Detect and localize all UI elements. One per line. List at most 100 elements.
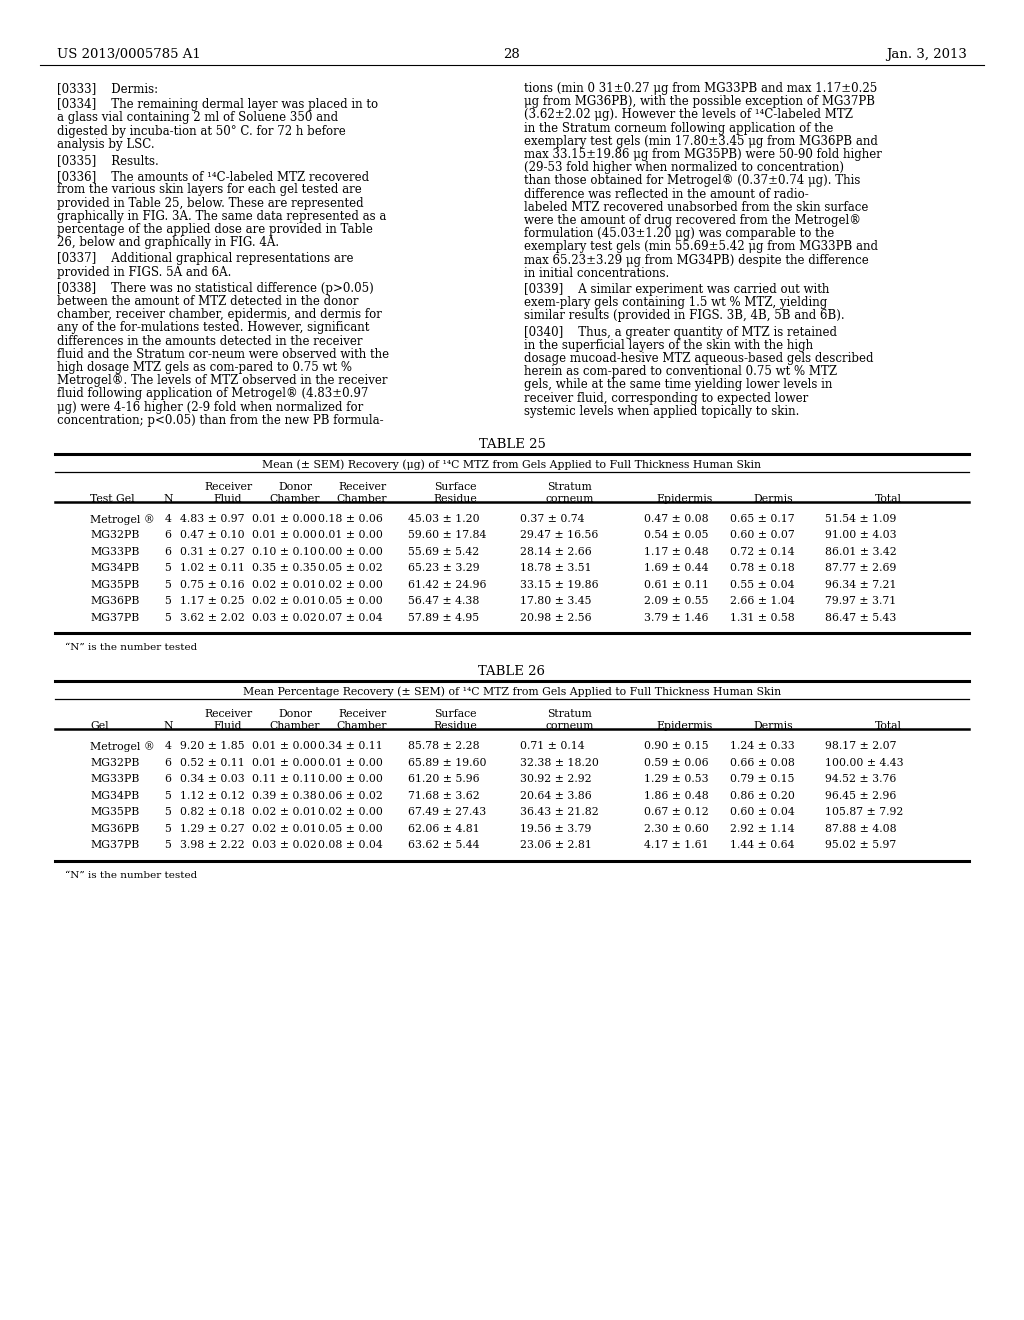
- Text: high dosage MTZ gels as com-pared to 0.75 wt %: high dosage MTZ gels as com-pared to 0.7…: [57, 360, 352, 374]
- Text: 0.71 ± 0.14: 0.71 ± 0.14: [520, 742, 585, 751]
- Text: 2.09 ± 0.55: 2.09 ± 0.55: [644, 597, 709, 606]
- Text: Chamber: Chamber: [337, 494, 387, 504]
- Text: 0.10 ± 0.10: 0.10 ± 0.10: [252, 546, 316, 557]
- Text: (29-53 fold higher when normalized to concentration): (29-53 fold higher when normalized to co…: [524, 161, 844, 174]
- Text: 95.02 ± 5.97: 95.02 ± 5.97: [825, 841, 896, 850]
- Text: 6: 6: [165, 546, 171, 557]
- Text: receiver fluid, corresponding to expected lower: receiver fluid, corresponding to expecte…: [524, 392, 808, 405]
- Text: N: N: [163, 722, 173, 731]
- Text: Receiver: Receiver: [338, 482, 386, 492]
- Text: 100.00 ± 4.43: 100.00 ± 4.43: [825, 758, 903, 768]
- Text: Epidermis: Epidermis: [656, 494, 713, 504]
- Text: chamber, receiver chamber, epidermis, and dermis for: chamber, receiver chamber, epidermis, an…: [57, 308, 382, 321]
- Text: 26, below and graphically in FIG. 4A.: 26, below and graphically in FIG. 4A.: [57, 236, 280, 249]
- Text: [0337]    Additional graphical representations are: [0337] Additional graphical representati…: [57, 252, 353, 265]
- Text: 3.79 ± 1.46: 3.79 ± 1.46: [644, 612, 709, 623]
- Text: 5: 5: [165, 612, 171, 623]
- Text: 67.49 ± 27.43: 67.49 ± 27.43: [408, 808, 486, 817]
- Text: labeled MTZ recovered unabsorbed from the skin surface: labeled MTZ recovered unabsorbed from th…: [524, 201, 868, 214]
- Text: Residue: Residue: [433, 494, 477, 504]
- Text: 0.05 ± 0.02: 0.05 ± 0.02: [318, 564, 383, 573]
- Text: Donor: Donor: [278, 709, 312, 719]
- Text: 4.17 ± 1.61: 4.17 ± 1.61: [644, 841, 709, 850]
- Text: difference was reflected in the amount of radio-: difference was reflected in the amount o…: [524, 187, 809, 201]
- Text: 87.88 ± 4.08: 87.88 ± 4.08: [825, 824, 897, 834]
- Text: 9.20 ± 1.85: 9.20 ± 1.85: [180, 742, 245, 751]
- Text: Receiver: Receiver: [204, 482, 252, 492]
- Text: 5: 5: [165, 579, 171, 590]
- Text: Donor: Donor: [278, 482, 312, 492]
- Text: 20.98 ± 2.56: 20.98 ± 2.56: [520, 612, 592, 623]
- Text: Receiver: Receiver: [338, 709, 386, 719]
- Text: 0.78 ± 0.18: 0.78 ± 0.18: [730, 564, 795, 573]
- Text: 0.34 ± 0.03: 0.34 ± 0.03: [180, 775, 245, 784]
- Text: 1.31 ± 0.58: 1.31 ± 0.58: [730, 612, 795, 623]
- Text: corneum: corneum: [546, 722, 594, 731]
- Text: 0.79 ± 0.15: 0.79 ± 0.15: [730, 775, 795, 784]
- Text: 1.17 ± 0.25: 1.17 ± 0.25: [180, 597, 245, 606]
- Text: [0339]    A similar experiment was carried out with: [0339] A similar experiment was carried …: [524, 282, 829, 296]
- Text: 0.65 ± 0.17: 0.65 ± 0.17: [730, 513, 795, 524]
- Text: 1.02 ± 0.11: 1.02 ± 0.11: [180, 564, 245, 573]
- Text: were the amount of drug recovered from the Metrogel®: were the amount of drug recovered from t…: [524, 214, 861, 227]
- Text: 57.89 ± 4.95: 57.89 ± 4.95: [408, 612, 479, 623]
- Text: 0.54 ± 0.05: 0.54 ± 0.05: [644, 531, 709, 540]
- Text: Stratum: Stratum: [548, 709, 592, 719]
- Text: (3.62±2.02 μg). However the levels of ¹⁴C-labeled MTZ: (3.62±2.02 μg). However the levels of ¹⁴…: [524, 108, 853, 121]
- Text: 0.39 ± 0.38: 0.39 ± 0.38: [252, 791, 316, 801]
- Text: 18.78 ± 3.51: 18.78 ± 3.51: [520, 564, 592, 573]
- Text: 0.90 ± 0.15: 0.90 ± 0.15: [644, 742, 709, 751]
- Text: MG35PB: MG35PB: [90, 579, 139, 590]
- Text: 0.02 ± 0.00: 0.02 ± 0.00: [318, 808, 383, 817]
- Text: 59.60 ± 17.84: 59.60 ± 17.84: [408, 531, 486, 540]
- Text: 4: 4: [165, 513, 171, 524]
- Text: Dermis: Dermis: [754, 722, 793, 731]
- Text: 0.67 ± 0.12: 0.67 ± 0.12: [644, 808, 709, 817]
- Text: 5: 5: [165, 597, 171, 606]
- Text: 65.23 ± 3.29: 65.23 ± 3.29: [408, 564, 479, 573]
- Text: fluid following application of Metrogel® (4.83±0.97: fluid following application of Metrogel®…: [57, 387, 369, 400]
- Text: 0.02 ± 0.01: 0.02 ± 0.01: [252, 824, 316, 834]
- Text: 20.64 ± 3.86: 20.64 ± 3.86: [520, 791, 592, 801]
- Text: 0.02 ± 0.01: 0.02 ± 0.01: [252, 579, 316, 590]
- Text: dosage mucoad-hesive MTZ aqueous-based gels described: dosage mucoad-hesive MTZ aqueous-based g…: [524, 352, 873, 366]
- Text: “N” is the number tested: “N” is the number tested: [65, 871, 198, 880]
- Text: in the superficial layers of the skin with the high: in the superficial layers of the skin wi…: [524, 339, 813, 352]
- Text: between the amount of MTZ detected in the donor: between the amount of MTZ detected in th…: [57, 294, 358, 308]
- Text: digested by incuba-tion at 50° C. for 72 h before: digested by incuba-tion at 50° C. for 72…: [57, 124, 346, 137]
- Text: 0.02 ± 0.01: 0.02 ± 0.01: [252, 597, 316, 606]
- Text: 63.62 ± 5.44: 63.62 ± 5.44: [408, 841, 479, 850]
- Text: 79.97 ± 3.71: 79.97 ± 3.71: [825, 597, 896, 606]
- Text: 5: 5: [165, 791, 171, 801]
- Text: 62.06 ± 4.81: 62.06 ± 4.81: [408, 824, 480, 834]
- Text: 0.66 ± 0.08: 0.66 ± 0.08: [730, 758, 795, 768]
- Text: 0.02 ± 0.01: 0.02 ± 0.01: [252, 808, 316, 817]
- Text: 55.69 ± 5.42: 55.69 ± 5.42: [408, 546, 479, 557]
- Text: Dermis: Dermis: [754, 494, 793, 504]
- Text: MG36PB: MG36PB: [90, 824, 139, 834]
- Text: 5: 5: [165, 808, 171, 817]
- Text: 0.07 ± 0.04: 0.07 ± 0.04: [318, 612, 383, 623]
- Text: Mean (± SEM) Recovery (μg) of ¹⁴C MTZ from Gels Applied to Full Thickness Human : Mean (± SEM) Recovery (μg) of ¹⁴C MTZ fr…: [262, 459, 762, 470]
- Text: Metrogel ®: Metrogel ®: [90, 513, 155, 525]
- Text: 0.60 ± 0.07: 0.60 ± 0.07: [730, 531, 795, 540]
- Text: Metrogel®. The levels of MTZ observed in the receiver: Metrogel®. The levels of MTZ observed in…: [57, 374, 387, 387]
- Text: 1.29 ± 0.27: 1.29 ± 0.27: [180, 824, 245, 834]
- Text: 0.61 ± 0.11: 0.61 ± 0.11: [644, 579, 709, 590]
- Text: 91.00 ± 4.03: 91.00 ± 4.03: [825, 531, 897, 540]
- Text: 1.17 ± 0.48: 1.17 ± 0.48: [644, 546, 709, 557]
- Text: MG37PB: MG37PB: [90, 841, 139, 850]
- Text: TABLE 25: TABLE 25: [478, 438, 546, 451]
- Text: MG35PB: MG35PB: [90, 808, 139, 817]
- Text: MG34PB: MG34PB: [90, 564, 139, 573]
- Text: N: N: [163, 494, 173, 504]
- Text: MG32PB: MG32PB: [90, 531, 139, 540]
- Text: 0.01 ± 0.00: 0.01 ± 0.00: [252, 531, 316, 540]
- Text: max 65.23±3.29 μg from MG34PB) despite the difference: max 65.23±3.29 μg from MG34PB) despite t…: [524, 253, 868, 267]
- Text: μg) were 4-16 higher (2-9 fold when normalized for: μg) were 4-16 higher (2-9 fold when norm…: [57, 400, 364, 413]
- Text: 3.98 ± 2.22: 3.98 ± 2.22: [180, 841, 245, 850]
- Text: 36.43 ± 21.82: 36.43 ± 21.82: [520, 808, 599, 817]
- Text: 87.77 ± 2.69: 87.77 ± 2.69: [825, 564, 896, 573]
- Text: 1.69 ± 0.44: 1.69 ± 0.44: [644, 564, 709, 573]
- Text: 98.17 ± 2.07: 98.17 ± 2.07: [825, 742, 896, 751]
